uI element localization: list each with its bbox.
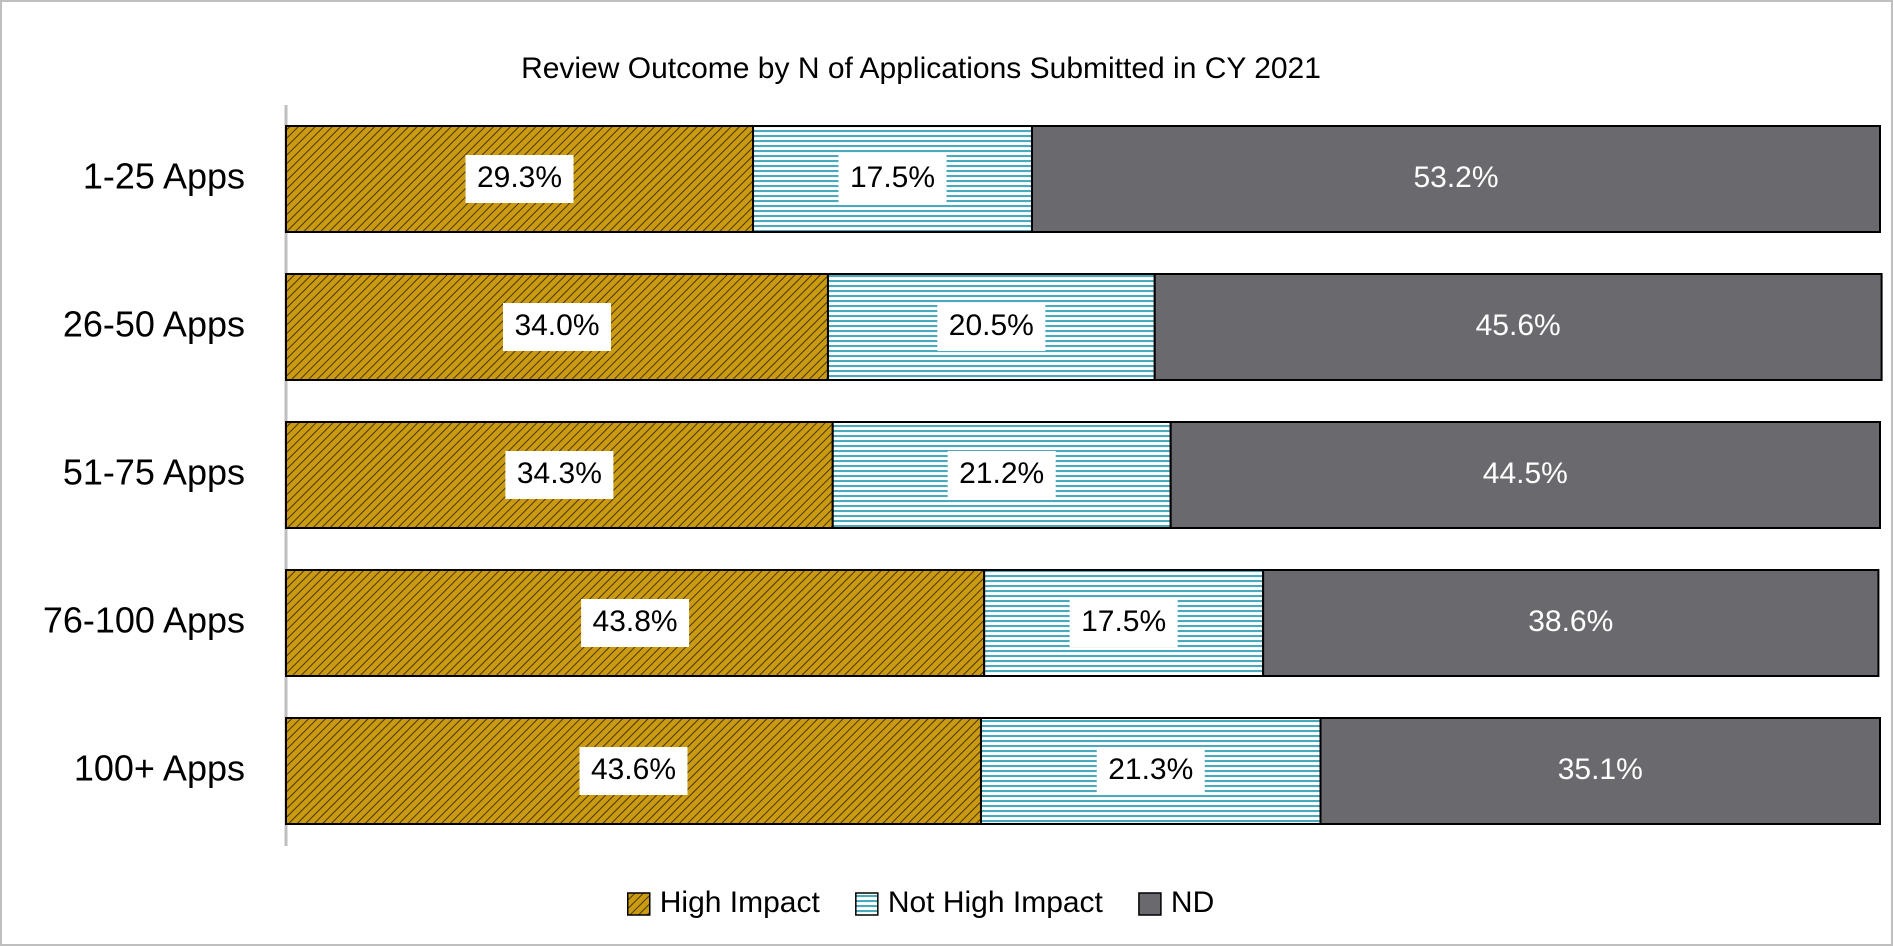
- label-box: [502, 303, 611, 351]
- legend-label: High Impact: [660, 886, 821, 919]
- data-label: 44.5%: [1483, 457, 1568, 490]
- data-label: 21.3%: [1108, 753, 1193, 786]
- data-label: 17.5%: [1081, 605, 1166, 638]
- y-tick-label: 76-100 Apps: [43, 600, 245, 641]
- data-label: 21.2%: [959, 457, 1044, 490]
- data-label: 43.8%: [593, 605, 678, 638]
- bar-segment: [1153, 273, 1883, 381]
- legend-swatch: [855, 892, 879, 916]
- legend-swatch: [626, 892, 651, 916]
- label-box: [465, 155, 574, 203]
- chart-title: Review Outcome by N of Applications Subm…: [521, 52, 1321, 85]
- y-tick-label: 26-50 Apps: [63, 304, 245, 345]
- y-tick-label: 100+ Apps: [74, 748, 245, 789]
- legend-label: ND: [1171, 886, 1214, 919]
- legend-item: Not High Impact: [855, 886, 1104, 919]
- legend-item: High Impact: [626, 886, 821, 919]
- legend-item: ND: [1138, 886, 1214, 919]
- bar-segment: [1169, 421, 1882, 529]
- legend-swatch: [1138, 892, 1162, 916]
- data-label: 34.0%: [514, 309, 599, 342]
- label-box: [505, 451, 614, 499]
- label-box: [579, 747, 688, 795]
- y-tick-label: 1-25 Apps: [83, 156, 245, 197]
- bar-segment: [1262, 569, 1880, 677]
- bar-segment: [1030, 125, 1881, 233]
- label-box: [581, 599, 690, 647]
- label-box: [1069, 599, 1178, 647]
- data-label: 45.6%: [1476, 309, 1561, 342]
- legend-label: Not High Impact: [888, 886, 1104, 919]
- data-label: 35.1%: [1558, 753, 1643, 786]
- label-box: [937, 303, 1046, 351]
- data-label: 20.5%: [949, 309, 1034, 342]
- data-label: 38.6%: [1528, 605, 1613, 638]
- label-box: [947, 451, 1056, 499]
- data-label: 53.2%: [1413, 161, 1498, 194]
- label-box: [1096, 747, 1205, 795]
- data-label: 43.6%: [591, 753, 676, 786]
- y-tick-label: 51-75 Apps: [63, 452, 245, 493]
- data-label: 29.3%: [477, 161, 562, 194]
- data-label: 34.3%: [517, 457, 602, 490]
- label-box: [838, 155, 947, 203]
- data-label: 17.5%: [850, 161, 935, 194]
- bar-segment: [1319, 717, 1881, 825]
